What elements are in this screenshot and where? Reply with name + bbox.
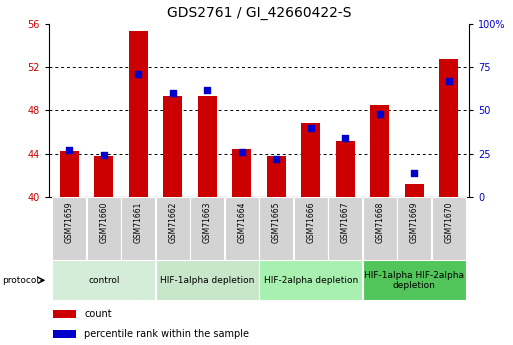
- Point: [307, 125, 315, 130]
- Bar: [439, 59, 458, 197]
- Text: GSM71662: GSM71662: [168, 202, 177, 243]
- Point: [272, 156, 281, 161]
- Point: [134, 71, 143, 77]
- Text: GSM71668: GSM71668: [375, 202, 384, 243]
- Text: GSM71660: GSM71660: [100, 202, 108, 243]
- Text: GSM71659: GSM71659: [65, 202, 74, 243]
- Point: [341, 135, 349, 141]
- Bar: [53, 310, 76, 318]
- Bar: [397, 197, 431, 260]
- Text: GSM71663: GSM71663: [203, 202, 212, 243]
- Point: [376, 111, 384, 117]
- Bar: [156, 197, 190, 260]
- Text: count: count: [85, 309, 112, 319]
- Bar: [405, 184, 424, 197]
- Point: [410, 170, 418, 175]
- Text: GSM71669: GSM71669: [410, 202, 419, 243]
- Text: GSM71670: GSM71670: [444, 202, 453, 243]
- Text: GSM71667: GSM71667: [341, 202, 350, 243]
- Text: HIF-1alpha HIF-2alpha
depletion: HIF-1alpha HIF-2alpha depletion: [364, 270, 464, 290]
- Text: HIF-2alpha depletion: HIF-2alpha depletion: [264, 276, 358, 285]
- Text: GSM71666: GSM71666: [306, 202, 315, 243]
- Text: protocol: protocol: [3, 276, 40, 285]
- Bar: [87, 197, 121, 260]
- Point: [238, 149, 246, 155]
- Bar: [232, 149, 251, 197]
- Bar: [363, 197, 397, 260]
- Bar: [363, 260, 466, 300]
- Point: [169, 90, 177, 96]
- Point: [203, 87, 211, 92]
- Bar: [60, 151, 79, 197]
- Bar: [190, 197, 224, 260]
- Title: GDS2761 / GI_42660422-S: GDS2761 / GI_42660422-S: [167, 6, 351, 20]
- Bar: [370, 105, 389, 197]
- Bar: [225, 197, 259, 260]
- Bar: [294, 197, 328, 260]
- Bar: [267, 156, 286, 197]
- Bar: [198, 96, 217, 197]
- Bar: [156, 260, 259, 300]
- Bar: [129, 31, 148, 197]
- Text: HIF-1alpha depletion: HIF-1alpha depletion: [160, 276, 254, 285]
- Bar: [259, 197, 293, 260]
- Bar: [121, 197, 155, 260]
- Bar: [431, 197, 466, 260]
- Bar: [52, 260, 155, 300]
- Bar: [301, 124, 320, 197]
- Text: control: control: [88, 276, 120, 285]
- Bar: [328, 197, 362, 260]
- Bar: [94, 156, 113, 197]
- Bar: [52, 197, 87, 260]
- Text: GSM71664: GSM71664: [238, 202, 246, 243]
- Text: GSM71661: GSM71661: [134, 202, 143, 243]
- Point: [100, 152, 108, 158]
- Bar: [336, 141, 355, 197]
- Bar: [53, 330, 76, 338]
- Text: GSM71665: GSM71665: [272, 202, 281, 243]
- Point: [445, 78, 453, 84]
- Bar: [259, 260, 362, 300]
- Bar: [163, 96, 182, 197]
- Text: percentile rank within the sample: percentile rank within the sample: [85, 329, 249, 339]
- Point: [65, 147, 73, 153]
